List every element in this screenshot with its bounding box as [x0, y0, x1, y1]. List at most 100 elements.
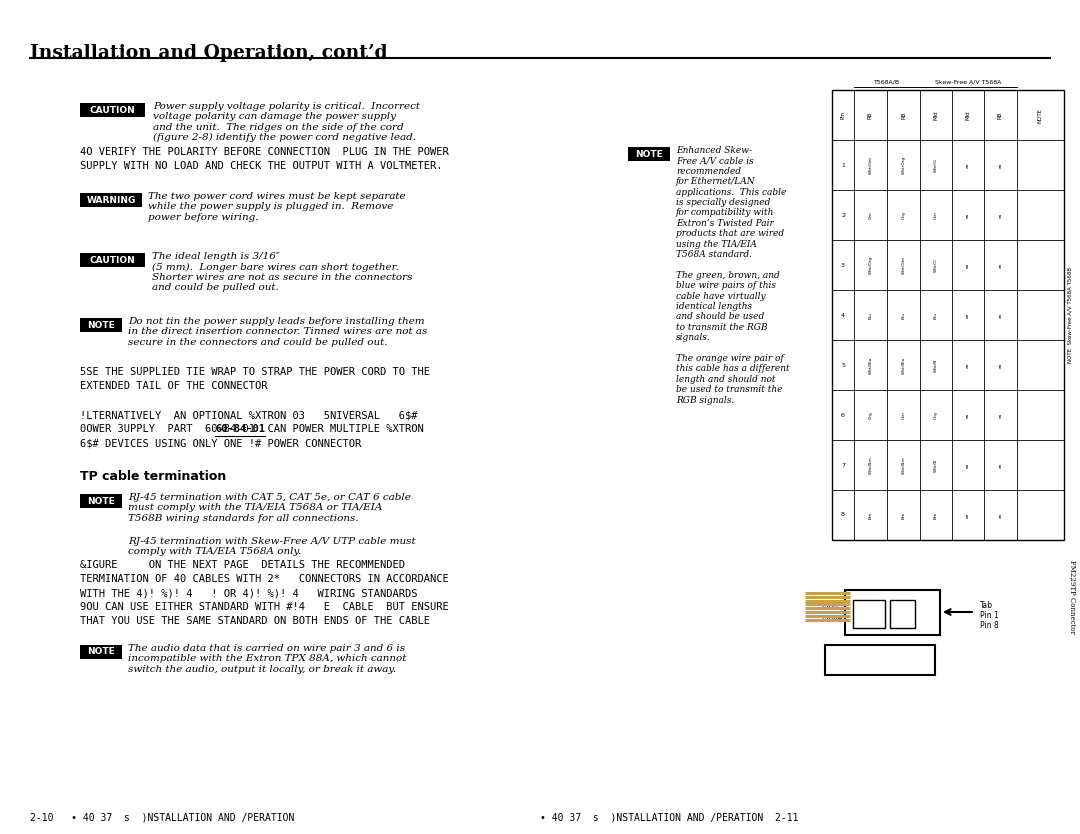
Text: aa: aa: [999, 462, 1002, 468]
Text: aa: aa: [966, 313, 970, 318]
Bar: [832, 90, 1064, 540]
Text: TERMINATION OF 40 CABLES WITH 2*   CONNECTORS IN ACCORDANCE: TERMINATION OF 40 CABLES WITH 2* CONNECT…: [80, 574, 449, 584]
Text: Pin 8: Pin 8: [980, 620, 999, 630]
Bar: [890, 600, 915, 628]
Text: !LTERNATIVELY  AN OPTIONAL %XTRON 03   5NIVERSAL   6$#: !LTERNATIVELY AN OPTIONAL %XTRON 03 5NIV…: [80, 410, 418, 420]
Text: RJ-45 termination with Skew-Free A/V UTP cable must
comply with TIA/EIA T568A on: RJ-45 termination with Skew-Free A/V UTP…: [129, 537, 416, 556]
Text: 9OU CAN USE EITHER STANDARD WITH #!4   E  CABLE  BUT ENSURE: 9OU CAN USE EITHER STANDARD WITH #!4 E C…: [80, 602, 449, 612]
Text: 0OWER 3UPPLY  PART  60-84-01  CAN POWER MULTIPLE %XTRON: 0OWER 3UPPLY PART 60-84-01 CAN POWER MUL…: [80, 424, 423, 434]
Text: Org: Org: [934, 411, 939, 419]
Bar: [80, 103, 145, 117]
Bar: [80, 193, 141, 207]
Text: aa: aa: [999, 163, 1002, 168]
Text: Wht/O: Wht/O: [934, 259, 939, 272]
Text: 2: 2: [841, 213, 845, 218]
Text: • 40 37  s  )NSTALLATION AND /PERATION  2-11: • 40 37 s )NSTALLATION AND /PERATION 2-1…: [540, 812, 798, 822]
Text: Grn: Grn: [934, 211, 939, 219]
Bar: [854, 90, 887, 540]
Bar: [80, 645, 122, 659]
Text: NOTE: NOTE: [635, 149, 663, 158]
Text: Installation and Operation, cont’d: Installation and Operation, cont’d: [30, 44, 388, 62]
Text: aa: aa: [966, 412, 970, 418]
Text: CAUTION: CAUTION: [90, 105, 135, 114]
Text: Power supply voltage polarity is critical.  Incorrect
voltage polarity can damag: Power supply voltage polarity is critica…: [153, 102, 420, 143]
Text: SUPPLY WITH NO LOAD AND CHECK THE OUTPUT WITH A VOLTMETER.: SUPPLY WITH NO LOAD AND CHECK THE OUTPUT…: [80, 161, 443, 171]
Text: T568A: T568A: [820, 615, 842, 621]
Text: aa: aa: [966, 163, 970, 168]
Text: aa: aa: [999, 313, 1002, 318]
Text: The ideal length is 3/16″
(5 mm).  Longer bare wires can short together.
Shorter: The ideal length is 3/16″ (5 mm). Longer…: [152, 252, 413, 293]
Text: NOTE: NOTE: [87, 320, 114, 329]
Text: Blu: Blu: [868, 312, 873, 319]
Text: Wht/Org: Wht/Org: [902, 156, 905, 174]
Bar: [853, 600, 885, 628]
Text: aa: aa: [966, 363, 970, 368]
Text: Do not tin the power supply leads before installing them
in the direct insertion: Do not tin the power supply leads before…: [129, 317, 428, 347]
Text: 5SE THE SUPPLIED TIE WRAP TO STRAP THE POWER CORD TO THE: 5SE THE SUPPLIED TIE WRAP TO STRAP THE P…: [80, 367, 430, 377]
Text: aa: aa: [966, 512, 970, 518]
Text: Org: Org: [902, 211, 905, 219]
Bar: [80, 494, 122, 508]
Bar: [80, 318, 122, 332]
Text: FM229TP Connector: FM229TP Connector: [1068, 560, 1076, 634]
Text: &IGURE     ON THE NEXT PAGE  DETAILS THE RECOMMENDED: &IGURE ON THE NEXT PAGE DETAILS THE RECO…: [80, 560, 405, 570]
Bar: [984, 90, 1017, 540]
Text: 4: 4: [841, 313, 845, 318]
Text: aa: aa: [999, 412, 1002, 418]
Text: Mid: Mid: [966, 110, 971, 120]
Text: aa: aa: [966, 263, 970, 268]
Text: EXTENDED TAIL OF THE CONNECTOR: EXTENDED TAIL OF THE CONNECTOR: [80, 381, 268, 391]
Text: WITH THE 4)! %)! 4   ! OR 4)! %)! 4   WIRING STANDARDS: WITH THE 4)! %)! 4 ! OR 4)! %)! 4 WIRING…: [80, 588, 418, 598]
Text: NOTE: NOTE: [87, 647, 114, 656]
Text: aa: aa: [999, 213, 1002, 218]
Text: Grn: Grn: [902, 411, 905, 419]
Text: Wht/G: Wht/G: [934, 158, 939, 172]
Text: TP cable termination: TP cable termination: [80, 470, 226, 483]
Text: Wht/Blu: Wht/Blu: [868, 356, 873, 374]
Text: Wht/Org: Wht/Org: [868, 256, 873, 274]
Text: Pin: Pin: [840, 111, 846, 119]
Bar: [627, 147, 670, 161]
Text: Grn: Grn: [868, 211, 873, 219]
Text: 7: 7: [841, 463, 845, 468]
Text: Pin 1: Pin 1: [980, 610, 999, 620]
Text: RB: RB: [901, 111, 906, 118]
Text: The audio data that is carried on wire pair 3 and 6 is
incompatible with the Ext: The audio data that is carried on wire p…: [129, 644, 406, 674]
Text: aa: aa: [966, 462, 970, 468]
Text: T56B: T56B: [820, 603, 838, 609]
Text: 5: 5: [841, 363, 845, 368]
Text: WARNING: WARNING: [86, 195, 136, 204]
Text: THAT YOU USE THE SAME STANDARD ON BOTH ENDS OF THE CABLE: THAT YOU USE THE SAME STANDARD ON BOTH E…: [80, 616, 430, 626]
Text: aa: aa: [999, 363, 1002, 368]
Text: Blu: Blu: [934, 312, 939, 319]
Text: Wht/Brn: Wht/Brn: [868, 456, 873, 474]
Text: Brn: Brn: [934, 511, 939, 519]
Text: 6: 6: [841, 413, 845, 418]
Text: Wht/Blu: Wht/Blu: [902, 356, 905, 374]
Text: 4O VERIFY THE POLARITY BEFORE CONNECTION  PLUG IN THE POWER: 4O VERIFY THE POLARITY BEFORE CONNECTION…: [80, 147, 449, 157]
Bar: [920, 90, 951, 540]
Text: RB: RB: [998, 111, 1003, 118]
Bar: [825, 645, 935, 675]
Text: Skew-Free A/V T568A: Skew-Free A/V T568A: [935, 79, 1001, 84]
Text: T568A/B: T568A/B: [874, 79, 900, 84]
Text: The two power cord wires must be kept separate
while the power supply is plugged: The two power cord wires must be kept se…: [148, 192, 406, 222]
Text: Enhanced Skew-
Free A/V cable is
recommended
for Ethernet/LAN
applications.  Thi: Enhanced Skew- Free A/V cable is recomme…: [676, 146, 789, 404]
Text: NOTE: NOTE: [87, 496, 114, 505]
Text: Wht/Grn: Wht/Grn: [868, 156, 873, 174]
Text: 8: 8: [841, 513, 845, 518]
Text: Tab: Tab: [980, 601, 993, 610]
Bar: [845, 590, 940, 635]
Text: Wht/Brn: Wht/Brn: [902, 456, 905, 474]
Bar: [80, 253, 145, 267]
Text: Blu: Blu: [902, 312, 905, 319]
Text: aa: aa: [999, 263, 1002, 268]
Text: aa: aa: [966, 213, 970, 218]
Text: Wht/B: Wht/B: [934, 359, 939, 372]
Text: Brn: Brn: [868, 511, 873, 519]
Text: aa: aa: [999, 512, 1002, 518]
Text: 6$# DEVICES USING ONLY ONE !# POWER CONNECTOR: 6$# DEVICES USING ONLY ONE !# POWER CONN…: [80, 438, 361, 448]
Text: 1: 1: [841, 163, 845, 168]
Text: 3: 3: [841, 263, 845, 268]
Text: Org: Org: [868, 411, 873, 419]
